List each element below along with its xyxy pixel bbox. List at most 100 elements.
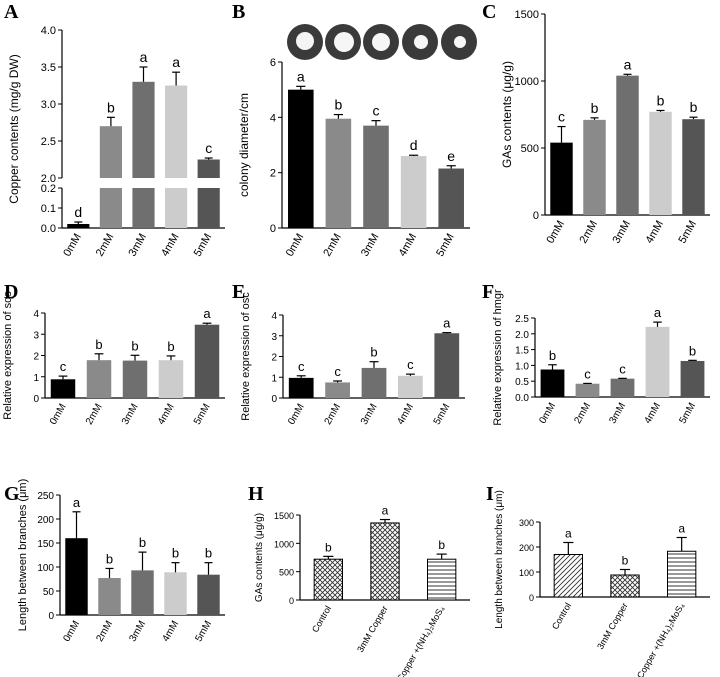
x-tick-label: 3mM	[607, 401, 628, 426]
bar	[575, 383, 600, 397]
panel-label: F	[482, 281, 494, 303]
significance-letter: b	[622, 554, 629, 568]
x-tick-label: 5mM	[677, 401, 698, 426]
significance-letter: a	[73, 495, 81, 510]
x-tick-label: 2mM	[94, 232, 117, 259]
y-axis-label: Relative expression of hmgr	[492, 289, 504, 426]
y-tick-label: 3	[33, 330, 39, 341]
x-tick-label: 0mM	[286, 402, 307, 427]
significance-letter: b	[690, 99, 698, 115]
y-tick-label: 100	[37, 563, 54, 574]
significance-letter: b	[139, 535, 146, 550]
y-tick-label: 4.0	[41, 25, 56, 37]
x-tick-label: 0mM	[537, 401, 558, 426]
significance-letter: b	[591, 100, 599, 116]
panel-label: B	[232, 1, 245, 23]
bar	[680, 360, 705, 397]
panel-label: I	[486, 483, 494, 505]
x-tick-label: 2mM	[577, 219, 600, 246]
bar	[610, 574, 640, 598]
y-tick-label: 4	[270, 112, 276, 124]
bar	[540, 369, 565, 397]
significance-letter: b	[335, 97, 343, 113]
panel-label: E	[232, 281, 245, 303]
x-tick-label: 0mM	[284, 232, 307, 259]
significance-letter: e	[447, 148, 455, 164]
y-tick-label: 1	[271, 373, 277, 384]
y-tick-label: 2.5	[41, 136, 56, 148]
bar	[65, 538, 88, 615]
bar	[164, 572, 187, 615]
significance-letter: a	[654, 305, 662, 320]
significance-letter: c	[60, 359, 67, 374]
significance-letter: a	[203, 306, 211, 321]
y-tick-label: 1500	[515, 9, 539, 21]
panel-label: C	[482, 1, 496, 23]
significance-letter: a	[678, 522, 685, 536]
x-tick-label: 5mM	[192, 232, 215, 259]
y-tick-label: 0	[33, 394, 39, 405]
y-tick-label: 2.0	[41, 173, 56, 185]
x-tick-label: 3mM	[126, 232, 149, 259]
x-tick-label: 0mM	[61, 619, 82, 644]
bar	[99, 126, 122, 178]
y-tick-label: 300	[519, 518, 534, 528]
y-tick-label: 150	[37, 539, 54, 550]
significance-letter: b	[172, 546, 179, 561]
significance-letter: c	[619, 361, 626, 376]
bar	[398, 375, 423, 398]
bar	[197, 188, 220, 228]
bar	[370, 522, 400, 601]
significance-letter: c	[558, 109, 565, 125]
significance-letter: c	[205, 140, 212, 156]
y-tick-label: 0	[289, 596, 294, 606]
significance-letter: c	[298, 359, 305, 374]
significance-letter: b	[689, 343, 696, 358]
bar	[165, 188, 188, 228]
bar	[197, 159, 220, 178]
significance-letter: a	[140, 49, 148, 65]
bar	[325, 118, 352, 228]
y-tick-label: 0.0	[515, 393, 529, 404]
bar	[645, 326, 670, 397]
y-tick-label: 0	[271, 394, 277, 405]
bar	[438, 168, 464, 228]
panel-label: A	[4, 1, 19, 23]
x-tick-label: 2mM	[323, 402, 344, 427]
y-axis-label: colony diameter/cm	[237, 93, 251, 197]
significance-letter: a	[297, 68, 305, 84]
y-tick-label: 500	[279, 568, 294, 578]
significance-letter: a	[624, 56, 632, 72]
significance-letter: a	[172, 54, 180, 70]
x-tick-label: 4mM	[156, 402, 177, 427]
bar	[325, 382, 350, 398]
significance-letter: b	[167, 339, 174, 354]
significance-letter: b	[549, 348, 556, 363]
y-tick-label: 3.0	[41, 99, 56, 111]
bar	[400, 156, 427, 228]
bar	[553, 554, 584, 598]
x-tick-label: 3mM	[359, 402, 380, 427]
y-tick-label: 200	[37, 515, 54, 526]
x-tick-label: 2mM	[321, 232, 344, 259]
panel-label: H	[248, 483, 264, 505]
x-tick-label: 5mM	[432, 402, 453, 427]
bar	[86, 360, 112, 398]
panel-label: G	[4, 483, 20, 505]
y-tick-label: 200	[519, 543, 534, 553]
x-tick-label: 5mM	[676, 219, 699, 246]
bar	[122, 360, 148, 398]
x-tick-label: 4mM	[643, 219, 666, 246]
x-tick-label: 2mM	[84, 402, 105, 427]
y-tick-label: 0.2	[41, 183, 56, 195]
significance-letter: b	[107, 99, 115, 115]
bar	[99, 188, 122, 228]
y-tick-label: 2	[270, 168, 276, 180]
significance-letter: b	[95, 337, 102, 352]
y-tick-label: 2.0	[515, 330, 529, 341]
x-tick-label: 4mM	[159, 232, 182, 259]
bar	[616, 75, 639, 215]
x-tick-label: 3mM Copper +(NH₄)₂MoS₄	[624, 601, 687, 677]
x-tick-label: 4mM	[395, 402, 416, 427]
